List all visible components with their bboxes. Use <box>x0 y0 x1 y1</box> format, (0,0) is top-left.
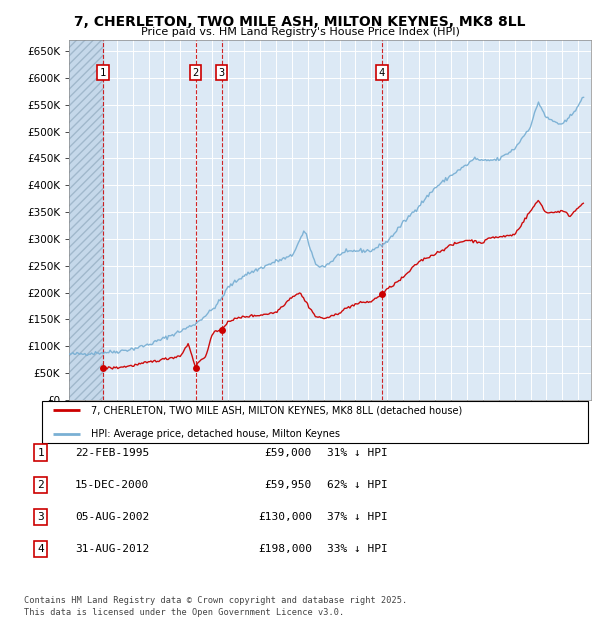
Text: 7, CHERLETON, TWO MILE ASH, MILTON KEYNES, MK8 8LL (detached house): 7, CHERLETON, TWO MILE ASH, MILTON KEYNE… <box>91 405 463 415</box>
Text: 3: 3 <box>37 512 44 522</box>
Text: 37% ↓ HPI: 37% ↓ HPI <box>327 512 388 522</box>
Bar <box>69 40 103 400</box>
Text: 4: 4 <box>37 544 44 554</box>
Text: 62% ↓ HPI: 62% ↓ HPI <box>327 480 388 490</box>
Text: Price paid vs. HM Land Registry's House Price Index (HPI): Price paid vs. HM Land Registry's House … <box>140 27 460 37</box>
Text: £59,950: £59,950 <box>265 480 312 490</box>
Text: 7, CHERLETON, TWO MILE ASH, MILTON KEYNES, MK8 8LL: 7, CHERLETON, TWO MILE ASH, MILTON KEYNE… <box>74 16 526 30</box>
Text: £130,000: £130,000 <box>258 512 312 522</box>
Bar <box>69 40 103 400</box>
FancyBboxPatch shape <box>42 401 588 443</box>
Text: 05-AUG-2002: 05-AUG-2002 <box>75 512 149 522</box>
Text: 3: 3 <box>218 68 225 78</box>
Text: 2: 2 <box>193 68 199 78</box>
Text: 15-DEC-2000: 15-DEC-2000 <box>75 480 149 490</box>
Text: £198,000: £198,000 <box>258 544 312 554</box>
Text: 2: 2 <box>37 480 44 490</box>
Text: 22-FEB-1995: 22-FEB-1995 <box>75 448 149 458</box>
Text: 31% ↓ HPI: 31% ↓ HPI <box>327 448 388 458</box>
Text: 33% ↓ HPI: 33% ↓ HPI <box>327 544 388 554</box>
Text: 1: 1 <box>100 68 106 78</box>
Text: Contains HM Land Registry data © Crown copyright and database right 2025.
This d: Contains HM Land Registry data © Crown c… <box>24 596 407 617</box>
Text: 31-AUG-2012: 31-AUG-2012 <box>75 544 149 554</box>
Text: HPI: Average price, detached house, Milton Keynes: HPI: Average price, detached house, Milt… <box>91 429 340 439</box>
Text: 4: 4 <box>379 68 385 78</box>
Text: 1: 1 <box>37 448 44 458</box>
Text: £59,000: £59,000 <box>265 448 312 458</box>
